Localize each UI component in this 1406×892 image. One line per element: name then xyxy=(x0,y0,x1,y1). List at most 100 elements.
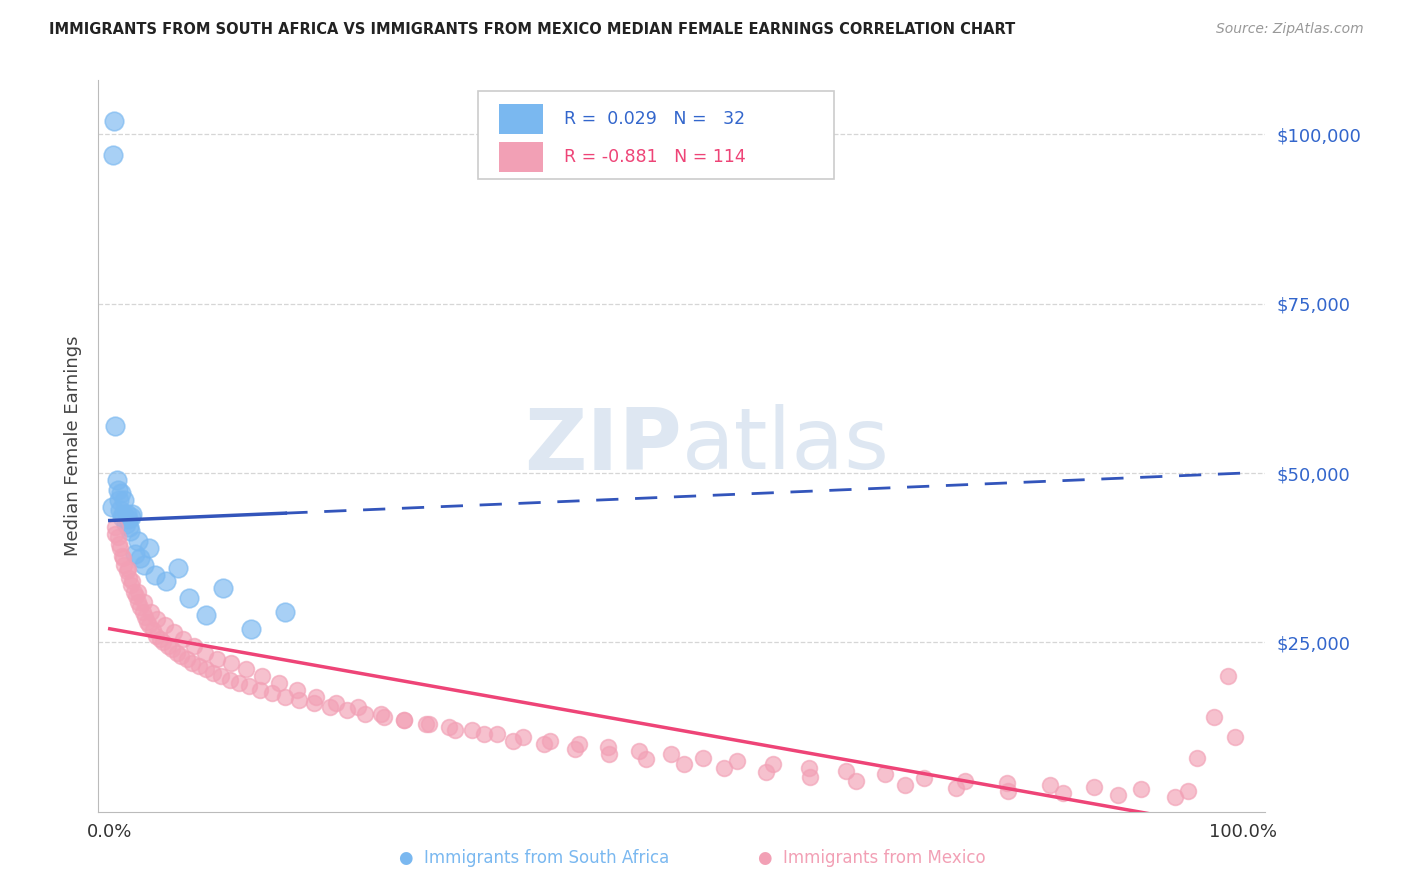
Point xyxy=(725,754,748,768)
Point xyxy=(155,574,177,589)
Point xyxy=(195,608,218,623)
Point xyxy=(121,574,143,589)
Point xyxy=(1107,788,1129,802)
Point xyxy=(117,562,139,576)
Point xyxy=(288,693,311,707)
Point xyxy=(1177,784,1199,798)
Point xyxy=(142,624,165,638)
Point xyxy=(117,512,139,526)
Point xyxy=(218,673,240,687)
Point xyxy=(149,632,172,646)
Point xyxy=(115,507,138,521)
Point xyxy=(160,642,183,657)
Point xyxy=(1216,669,1239,683)
Point xyxy=(1204,710,1226,724)
Point xyxy=(373,710,395,724)
Point xyxy=(274,690,297,704)
Point xyxy=(634,752,657,766)
Point xyxy=(692,750,714,764)
Point xyxy=(540,733,562,747)
Point xyxy=(104,418,127,433)
Point xyxy=(761,757,783,772)
Point xyxy=(194,646,217,660)
Point xyxy=(325,697,347,711)
Point xyxy=(103,114,125,128)
Point xyxy=(335,703,357,717)
Point xyxy=(318,699,340,714)
Point xyxy=(347,699,370,714)
Point xyxy=(713,761,735,775)
Point xyxy=(394,714,416,728)
Point xyxy=(110,486,132,500)
Point xyxy=(101,148,124,162)
Point xyxy=(533,737,555,751)
Point xyxy=(912,771,935,785)
Point xyxy=(1187,750,1209,764)
Point xyxy=(105,473,128,487)
Point xyxy=(127,584,149,599)
Point xyxy=(108,493,131,508)
Point xyxy=(152,635,174,649)
Bar xyxy=(499,104,543,134)
Point xyxy=(502,733,524,747)
Point xyxy=(112,507,135,521)
Point xyxy=(118,520,141,534)
Point xyxy=(107,530,129,544)
Point xyxy=(122,584,145,599)
Point xyxy=(132,595,155,609)
Point xyxy=(945,780,967,795)
Point xyxy=(228,676,250,690)
Point xyxy=(370,706,392,721)
Point xyxy=(995,776,1018,790)
Point xyxy=(146,612,169,626)
Text: Source: ZipAtlas.com: Source: ZipAtlas.com xyxy=(1216,22,1364,37)
Point xyxy=(129,550,152,565)
Point xyxy=(394,714,416,728)
Text: atlas: atlas xyxy=(682,404,890,488)
Point xyxy=(138,618,160,632)
Point xyxy=(209,669,232,683)
Y-axis label: Median Female Earnings: Median Female Earnings xyxy=(63,335,82,557)
Point xyxy=(127,595,149,609)
Point xyxy=(1223,730,1246,744)
Point xyxy=(177,591,200,606)
Point xyxy=(127,533,149,548)
Point xyxy=(104,527,127,541)
Point xyxy=(166,646,188,660)
Point xyxy=(163,625,186,640)
Point xyxy=(873,767,896,781)
Point xyxy=(953,773,976,788)
Point xyxy=(195,663,218,677)
Text: ZIP: ZIP xyxy=(524,404,682,488)
Point xyxy=(129,600,152,615)
Text: IMMIGRANTS FROM SOUTH AFRICA VS IMMIGRANTS FROM MEXICO MEDIAN FEMALE EARNINGS CO: IMMIGRANTS FROM SOUTH AFRICA VS IMMIGRAN… xyxy=(49,22,1015,37)
Point xyxy=(598,740,620,755)
Point xyxy=(183,639,205,653)
Point xyxy=(418,716,440,731)
Point xyxy=(120,578,142,592)
Point xyxy=(627,744,650,758)
Point xyxy=(132,558,155,572)
Point xyxy=(755,765,778,780)
Point xyxy=(461,723,484,738)
Point xyxy=(1052,787,1074,801)
Point xyxy=(799,770,821,784)
Point xyxy=(139,605,162,619)
Point xyxy=(302,697,325,711)
Point xyxy=(170,648,193,663)
Point xyxy=(181,656,204,670)
Point xyxy=(598,747,620,761)
Point xyxy=(235,663,257,677)
Point xyxy=(118,571,141,585)
Point xyxy=(143,567,166,582)
Bar xyxy=(499,143,543,171)
Point xyxy=(1164,789,1187,804)
Text: R = -0.881   N = 114: R = -0.881 N = 114 xyxy=(564,148,745,166)
Point xyxy=(114,493,136,508)
Point xyxy=(305,690,328,704)
Point xyxy=(131,605,153,619)
Point xyxy=(125,590,148,604)
Point xyxy=(120,524,142,538)
Point xyxy=(285,682,308,697)
Point xyxy=(172,632,194,646)
